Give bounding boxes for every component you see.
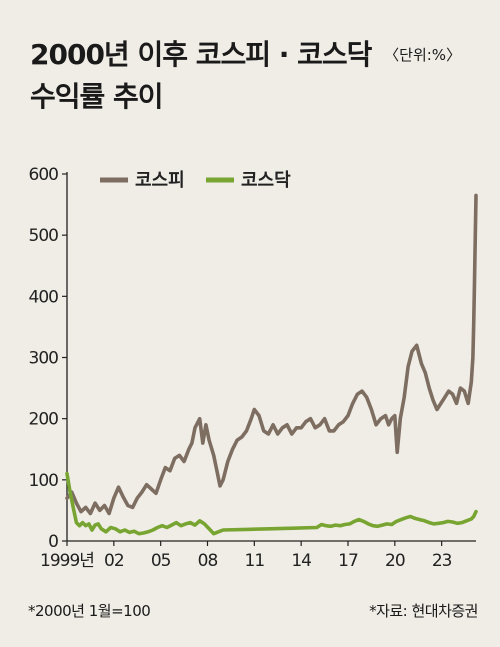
x-tick-label: 02 <box>104 551 124 571</box>
y-tick-label: 0 <box>48 532 58 552</box>
chart-axes: 0 100 200 300 400 500 600 1999년 02 05 08 11 14 17 20 23 <box>29 165 476 571</box>
x-tick-label: 1999년 <box>40 551 94 571</box>
y-tick-label: 500 <box>29 226 59 246</box>
legend-label-1: 코스피 <box>135 170 185 191</box>
y-tick-label: 600 <box>29 165 59 185</box>
x-tick-label: 05 <box>151 551 171 571</box>
x-tick-label: 11 <box>245 551 265 571</box>
chart-series <box>65 193 478 536</box>
x-tick-label: 08 <box>198 551 218 571</box>
series-line-2 <box>65 471 478 536</box>
y-tick-label: 400 <box>29 287 59 307</box>
title-block: 2000년 이후 코스피 · 코스닥 〈단위:%〉 수익률 추이 <box>30 34 490 118</box>
y-tick-label: 200 <box>29 410 59 430</box>
y-tick-label: 100 <box>29 471 59 491</box>
chart-title-main: 2000년 이후 코스피 · 코스닥 <box>30 38 372 71</box>
base-note: *2000년 1월=100 <box>28 602 151 620</box>
x-tick-label: 17 <box>338 551 358 571</box>
x-tick-label: 23 <box>432 551 452 571</box>
chart-subtitle: 수익률 추이 <box>30 80 164 113</box>
line-chart: 0 100 200 300 400 500 600 1999년 02 05 08 11 14 17 20 23… <box>29 165 478 571</box>
series-line-1 <box>65 193 478 516</box>
chart-legend: 코스피 코스닥 <box>100 170 291 191</box>
x-tick-label: 14 <box>291 551 311 571</box>
x-tick-label: 20 <box>385 551 405 571</box>
legend-label-2: 코스닥 <box>241 170 291 191</box>
y-tick-label: 300 <box>29 349 59 369</box>
source-note: *자료: 현대차증권 <box>369 602 478 620</box>
chart-title: 2000년 이후 코스피 · 코스닥 〈단위:%〉 <box>30 34 490 76</box>
unit-label: 〈단위:%〉 <box>384 46 462 64</box>
